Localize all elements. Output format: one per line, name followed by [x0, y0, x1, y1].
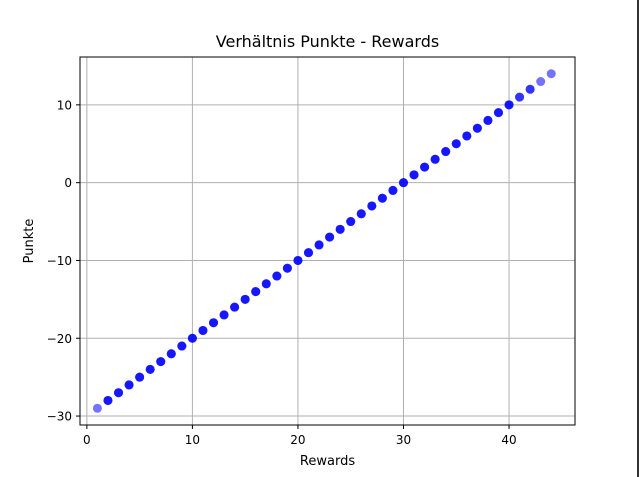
scatter-point: [420, 162, 430, 172]
scatter-point: [92, 403, 102, 413]
y-tick-label: −30: [47, 410, 72, 424]
scatter-point: [346, 217, 356, 227]
grid-lines: [80, 57, 575, 425]
scatter-point: [451, 139, 461, 149]
scatter-point: [209, 318, 219, 328]
x-axis-ticks: 0 10 20 30 40: [83, 425, 517, 447]
scatter-point: [103, 395, 113, 405]
x-tick-label: 20: [290, 433, 305, 447]
scatter-point: [304, 248, 314, 258]
scatter-point: [493, 108, 503, 118]
scatter-point: [314, 240, 324, 250]
scatter-point: [335, 224, 345, 234]
scatter-point: [282, 263, 292, 273]
scatter-point: [240, 294, 250, 304]
scatter-point: [388, 185, 398, 195]
scatter-point: [504, 100, 514, 110]
scatter-point: [156, 357, 166, 367]
y-axis-ticks: −30 −20 −10 0 10: [47, 98, 80, 424]
x-axis-label: Rewards: [300, 454, 355, 469]
scatter-point: [367, 201, 377, 211]
plot-frame: [79, 56, 576, 426]
scatter-point: [187, 333, 197, 343]
y-tick-label: 10: [57, 98, 72, 112]
x-tick-label: 10: [185, 433, 200, 447]
scatter-point: [515, 92, 525, 102]
chart-title: Verhältnis Punkte - Rewards: [216, 32, 439, 51]
scatter-point: [525, 84, 535, 94]
y-tick-label: −20: [47, 332, 72, 346]
scatter-point: [251, 287, 261, 297]
scatter-point: [356, 209, 366, 219]
scatter-point: [272, 271, 282, 281]
scatter-point: [261, 279, 271, 289]
scatter-point: [114, 388, 124, 398]
x-tick-label: 40: [501, 433, 516, 447]
scatter-point: [145, 364, 155, 374]
scatter-point: [483, 115, 493, 125]
scatter-point: [472, 123, 482, 133]
scatter-point: [430, 154, 440, 164]
scatter-point: [325, 232, 335, 242]
x-tick-label: 0: [83, 433, 91, 447]
scatter-point: [546, 69, 556, 79]
x-tick-label: 30: [396, 433, 411, 447]
scatter-point: [177, 341, 187, 351]
scatter-point: [230, 302, 240, 312]
scatter-point: [166, 349, 176, 359]
scatter-point: [377, 193, 387, 203]
y-tick-label: 0: [64, 176, 72, 190]
scatter-point: [536, 77, 546, 87]
scatter-point: [293, 255, 303, 265]
y-axis-label: Punkte: [22, 219, 37, 264]
window-edge-divider: [637, 0, 639, 477]
y-tick-label: −10: [47, 254, 72, 268]
data-points: [92, 69, 556, 413]
scatter-point: [219, 310, 229, 320]
scatter-point: [198, 325, 208, 335]
scatter-point: [135, 372, 145, 382]
scatter-point: [462, 131, 472, 141]
scatter-point: [441, 147, 451, 157]
scatter-point: [398, 178, 408, 188]
scatter-point: [124, 380, 134, 390]
scatter-point: [409, 170, 419, 180]
